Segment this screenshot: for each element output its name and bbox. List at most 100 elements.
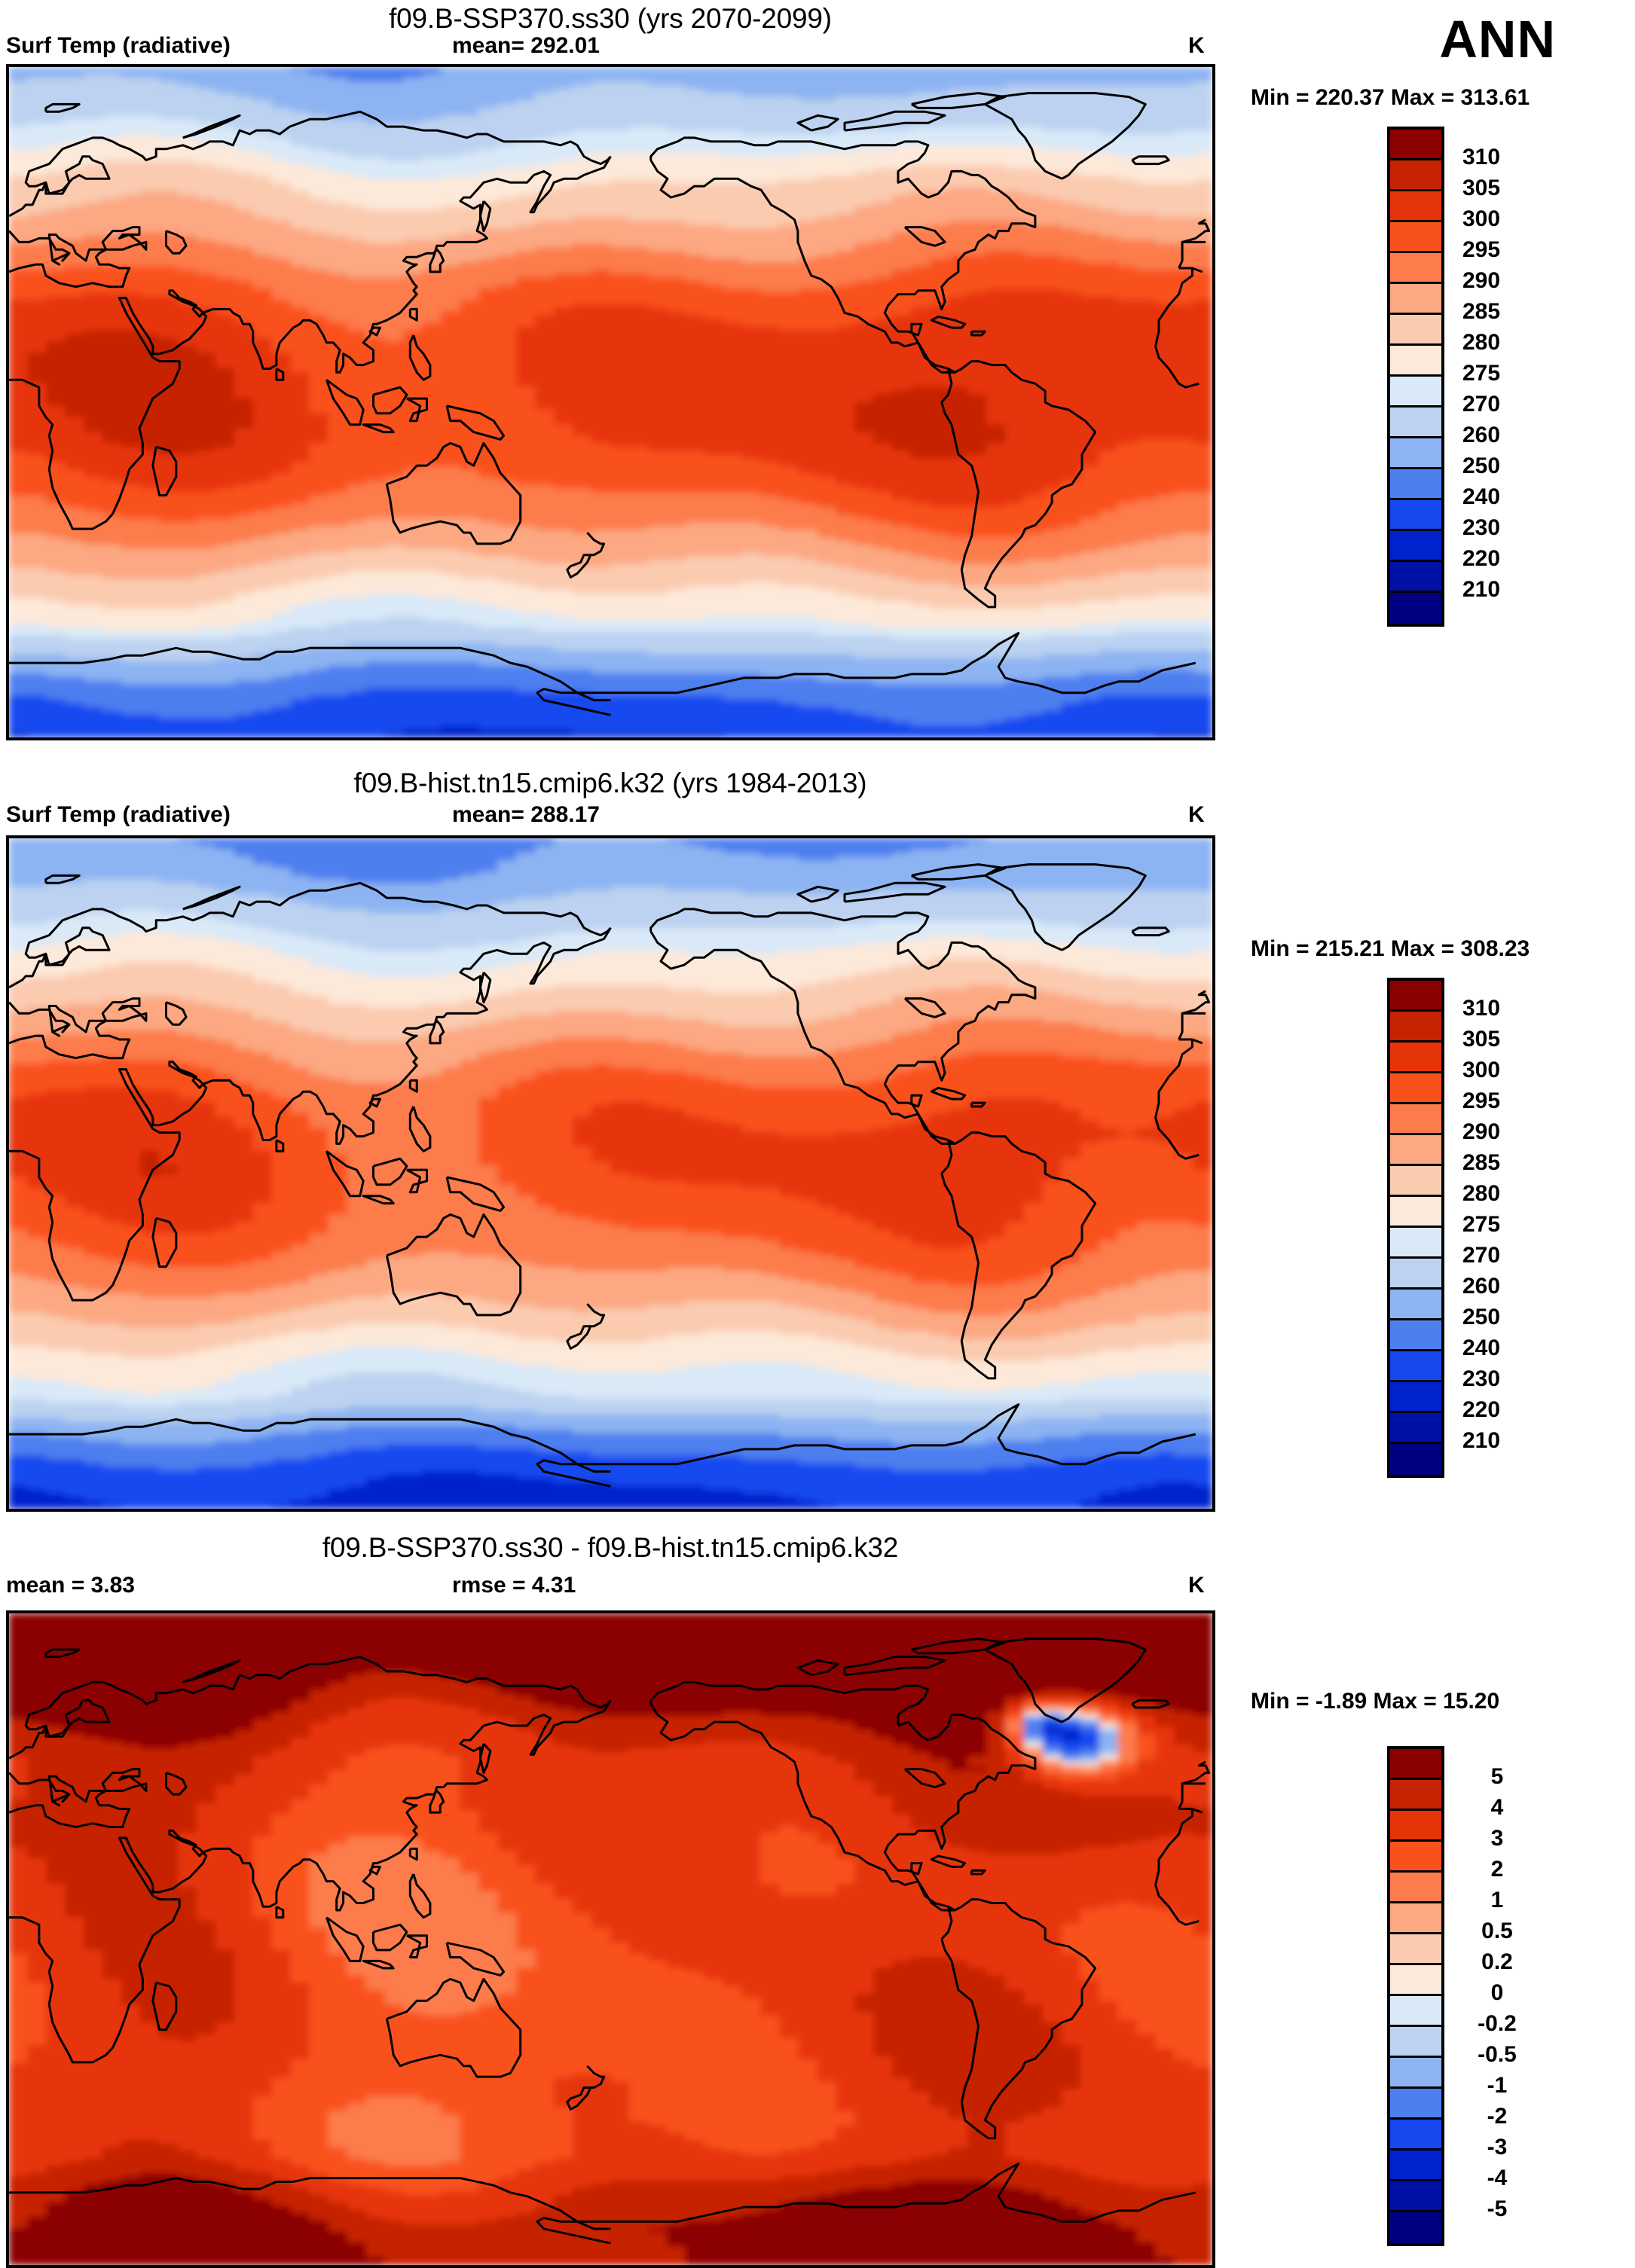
colorbar-tick-label: 290 bbox=[1462, 1116, 1553, 1147]
colorbar-tick-label: 1 bbox=[1462, 1885, 1532, 1915]
colorbar-tick-label: 310 bbox=[1462, 993, 1553, 1024]
colorbar-tick-label: 230 bbox=[1462, 512, 1553, 543]
colorbar-ticks-middle: 310 305 300 295 290 285 280 275 270 260 250 240 230 2… bbox=[1462, 993, 1553, 1456]
colorbar-segment bbox=[1390, 2027, 1441, 2058]
colorbar-segment bbox=[1390, 1166, 1441, 1197]
case-title: f09.B-hist.tn15.cmip6.k32 (yrs 1984-2013… bbox=[0, 768, 1221, 799]
colorbar-segment bbox=[1390, 500, 1441, 531]
colorbar-tick-label: -0.5 bbox=[1462, 2039, 1532, 2070]
colorbar-segment bbox=[1390, 1842, 1441, 1873]
units-label: K bbox=[1188, 33, 1205, 59]
colorbar-segment bbox=[1390, 1351, 1441, 1382]
colorbar-segment bbox=[1390, 1320, 1441, 1351]
minmax-label: Min = 215.21 Max = 308.23 bbox=[1251, 936, 1530, 962]
colorbar-tick-label: -5 bbox=[1462, 2193, 1532, 2224]
colorbar-segment bbox=[1390, 531, 1441, 562]
colorbar-segment bbox=[1390, 1259, 1441, 1290]
colorbar-tick-label: 220 bbox=[1462, 543, 1553, 574]
global-map-middle bbox=[6, 835, 1215, 1512]
diff-mean-label: mean = 3.83 bbox=[6, 1573, 135, 1598]
colorbar-segment bbox=[1390, 284, 1441, 315]
minmax-label: Min = 220.37 Max = 313.61 bbox=[1251, 85, 1530, 111]
minmax-label: Min = -1.89 Max = 15.20 bbox=[1251, 1689, 1499, 1714]
colorbar-segment bbox=[1390, 438, 1441, 469]
colorbar-tick-label: 300 bbox=[1462, 203, 1553, 234]
coastlines bbox=[9, 92, 1211, 716]
colorbar-tick-label: 220 bbox=[1462, 1394, 1553, 1425]
colorbar-tick-label: 295 bbox=[1462, 1085, 1553, 1116]
colorbar-tick-label: 275 bbox=[1462, 358, 1553, 389]
colorbar-segment bbox=[1390, 1811, 1441, 1842]
panel-top: f09.B-SSP370.ss30 (yrs 2070-2099) Surf T… bbox=[0, 0, 1635, 757]
colorbar-tick-label: 240 bbox=[1462, 1332, 1553, 1363]
colorbar-segment bbox=[1390, 2150, 1441, 2181]
colorbar-segment bbox=[1390, 562, 1441, 593]
colorbar-tick-label: -1 bbox=[1462, 2070, 1532, 2101]
colorbar-tick-label: 4 bbox=[1462, 1792, 1532, 1823]
case-title: f09.B-SSP370.ss30 - f09.B-hist.tn15.cmip… bbox=[0, 1532, 1221, 1564]
colorbar-segment bbox=[1390, 2120, 1441, 2150]
colorbar-tick-label: 240 bbox=[1462, 481, 1553, 512]
colorbar-segment bbox=[1390, 253, 1441, 284]
panel-difference: f09.B-SSP370.ss30 - f09.B-hist.tn15.cmip… bbox=[0, 1529, 1635, 2268]
colorbar-tick-label: 210 bbox=[1462, 1425, 1553, 1456]
colorbar-segment bbox=[1390, 1965, 1441, 1996]
colorbar-segment bbox=[1390, 2058, 1441, 2089]
colorbar-tick-label: 260 bbox=[1462, 420, 1553, 450]
season-label: ANN bbox=[1439, 9, 1556, 69]
colorbar-tick-label: 285 bbox=[1462, 1147, 1553, 1178]
colorbar-segment bbox=[1390, 408, 1441, 438]
colorbar-segment bbox=[1390, 1382, 1441, 1413]
coastlines bbox=[9, 863, 1211, 1488]
contour-field bbox=[9, 1613, 1212, 2265]
colorbar-segment bbox=[1390, 346, 1441, 377]
units-label: K bbox=[1188, 802, 1205, 828]
colorbar-segment bbox=[1390, 160, 1441, 191]
colorbar-segment bbox=[1390, 1749, 1441, 1780]
colorbar-segment bbox=[1390, 377, 1441, 408]
colorbar-tick-label: 305 bbox=[1462, 1024, 1553, 1055]
colorbar-ticks-top: 310 305 300 295 290 285 280 275 270 260 250 240 230 2… bbox=[1462, 142, 1553, 605]
contour-field bbox=[9, 67, 1212, 737]
colorbar-segment bbox=[1390, 1413, 1441, 1444]
colorbar-tick-label: 270 bbox=[1462, 1240, 1553, 1271]
case-title: f09.B-SSP370.ss30 (yrs 2070-2099) bbox=[0, 3, 1221, 35]
colorbar-tick-label: 280 bbox=[1462, 327, 1553, 358]
colorbar-segment bbox=[1390, 593, 1441, 624]
colorbar-tick-label: 250 bbox=[1462, 1302, 1553, 1332]
colorbar-top bbox=[1387, 127, 1444, 627]
colorbar-tick-label: 310 bbox=[1462, 142, 1553, 172]
colorbar-segment bbox=[1390, 1780, 1441, 1811]
colorbar-tick-label: 0.2 bbox=[1462, 1946, 1532, 1977]
diff-rmse-label: rmse = 4.31 bbox=[452, 1573, 576, 1598]
stat-label: mean= 288.17 bbox=[452, 802, 600, 828]
colorbar-segment bbox=[1390, 2212, 1441, 2243]
colorbar-segment bbox=[1390, 981, 1441, 1012]
colorbar-tick-label: 0 bbox=[1462, 1977, 1532, 2008]
colorbar-segment bbox=[1390, 222, 1441, 253]
colorbar-segment bbox=[1390, 1996, 1441, 2027]
colorbar-tick-label: 3 bbox=[1462, 1823, 1532, 1854]
colorbar-tick-label: -4 bbox=[1462, 2163, 1532, 2193]
colorbar-segment bbox=[1390, 2181, 1441, 2212]
colorbar-segment bbox=[1390, 1873, 1441, 1903]
colorbar-segment bbox=[1390, 1444, 1441, 1475]
colorbar-tick-label: 270 bbox=[1462, 389, 1553, 420]
field-label: Surf Temp (radiative) bbox=[6, 802, 231, 828]
colorbar-tick-label: 285 bbox=[1462, 296, 1553, 327]
colorbar-segment bbox=[1390, 1228, 1441, 1259]
colorbar-segment bbox=[1390, 1073, 1441, 1104]
colorbar-tick-label: 305 bbox=[1462, 172, 1553, 203]
colorbar-ticks-difference: 5 4 3 2 1 0.5 0.2 0 -0.2 -0.5 -1 -2 -3 -4 -5 bbox=[1462, 1761, 1553, 2224]
colorbar-segment bbox=[1390, 191, 1441, 222]
colorbar-difference bbox=[1387, 1746, 1444, 2246]
contour-field bbox=[9, 838, 1212, 1509]
colorbar-segment bbox=[1390, 1197, 1441, 1228]
colorbar-tick-label: -3 bbox=[1462, 2132, 1532, 2163]
colorbar-tick-label: 275 bbox=[1462, 1209, 1553, 1240]
colorbar-segment bbox=[1390, 315, 1441, 346]
colorbar-segment bbox=[1390, 1104, 1441, 1135]
colorbar-segment bbox=[1390, 1934, 1441, 1965]
global-map-difference bbox=[6, 1610, 1215, 2268]
colorbar-segment bbox=[1390, 1042, 1441, 1073]
